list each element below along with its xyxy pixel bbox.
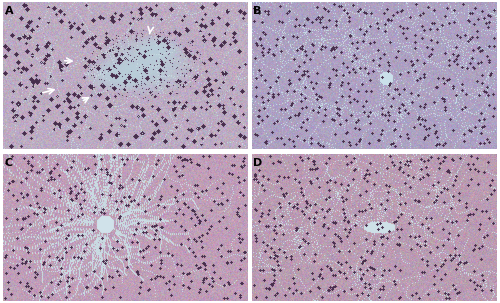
Text: C: C bbox=[4, 158, 12, 168]
Text: B: B bbox=[254, 6, 262, 16]
Text: D: D bbox=[254, 158, 263, 168]
Text: A: A bbox=[4, 6, 13, 16]
